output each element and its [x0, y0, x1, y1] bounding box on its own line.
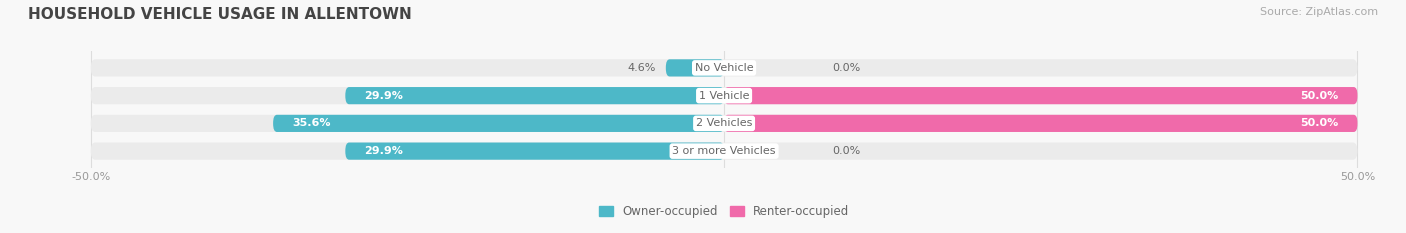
Text: 29.9%: 29.9%	[364, 146, 404, 156]
FancyBboxPatch shape	[724, 115, 1357, 132]
Text: 0.0%: 0.0%	[832, 63, 860, 73]
Text: 1 Vehicle: 1 Vehicle	[699, 91, 749, 101]
Text: 2 Vehicles: 2 Vehicles	[696, 118, 752, 128]
Text: Source: ZipAtlas.com: Source: ZipAtlas.com	[1260, 7, 1378, 17]
FancyBboxPatch shape	[91, 115, 1357, 132]
Text: 35.6%: 35.6%	[292, 118, 330, 128]
FancyBboxPatch shape	[346, 143, 724, 160]
Text: HOUSEHOLD VEHICLE USAGE IN ALLENTOWN: HOUSEHOLD VEHICLE USAGE IN ALLENTOWN	[28, 7, 412, 22]
Legend: Owner-occupied, Renter-occupied: Owner-occupied, Renter-occupied	[593, 200, 855, 223]
Text: No Vehicle: No Vehicle	[695, 63, 754, 73]
FancyBboxPatch shape	[666, 59, 724, 76]
Text: 3 or more Vehicles: 3 or more Vehicles	[672, 146, 776, 156]
FancyBboxPatch shape	[91, 87, 1357, 104]
FancyBboxPatch shape	[91, 143, 1357, 160]
Text: 50.0%: 50.0%	[1301, 118, 1339, 128]
FancyBboxPatch shape	[346, 87, 724, 104]
Text: 29.9%: 29.9%	[364, 91, 404, 101]
FancyBboxPatch shape	[91, 59, 1357, 76]
FancyBboxPatch shape	[724, 87, 1357, 104]
Text: 0.0%: 0.0%	[832, 146, 860, 156]
Text: 4.6%: 4.6%	[627, 63, 655, 73]
Text: 50.0%: 50.0%	[1301, 91, 1339, 101]
FancyBboxPatch shape	[273, 115, 724, 132]
